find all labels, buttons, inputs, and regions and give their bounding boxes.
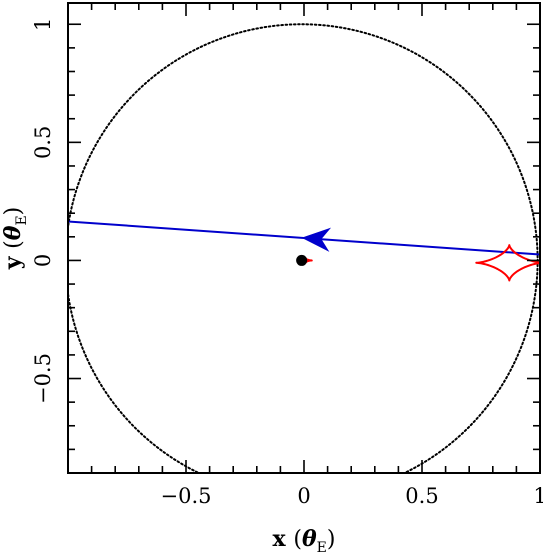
y-tick-label: −0.5 [31, 353, 55, 404]
x-tick-label: 0.5 [405, 484, 438, 508]
plot-marks [68, 23, 540, 473]
x-axis-label: x (θE) [273, 526, 336, 555]
x-tick-label: −0.5 [161, 484, 212, 508]
y-axis-label-sub: E [14, 215, 30, 225]
x-axis-label-sub: E [317, 540, 327, 555]
y-tick-label: 0.5 [31, 126, 55, 159]
x-axis-label-main: x [273, 526, 287, 552]
planetary-caustic [475, 244, 540, 282]
axis-ticks [67, 3, 541, 474]
y-tick-label: 1 [31, 18, 55, 31]
lens-position-marker [296, 254, 308, 266]
y-axis-label-theta: θ [0, 225, 26, 240]
axis-tick-labels: −0.5 0 0.5 1 −0.5 0 0.5 1 [31, 18, 543, 508]
y-axis-label: y (θE) [0, 207, 30, 271]
y-axis-label-main: y [0, 255, 26, 270]
trajectory-arrowhead [301, 227, 332, 252]
x-tick-label: 0 [297, 484, 310, 508]
x-tick-label: 1 [533, 484, 543, 508]
x-axis-label-theta: θ [302, 526, 317, 552]
y-tick-label: 0 [31, 254, 55, 267]
